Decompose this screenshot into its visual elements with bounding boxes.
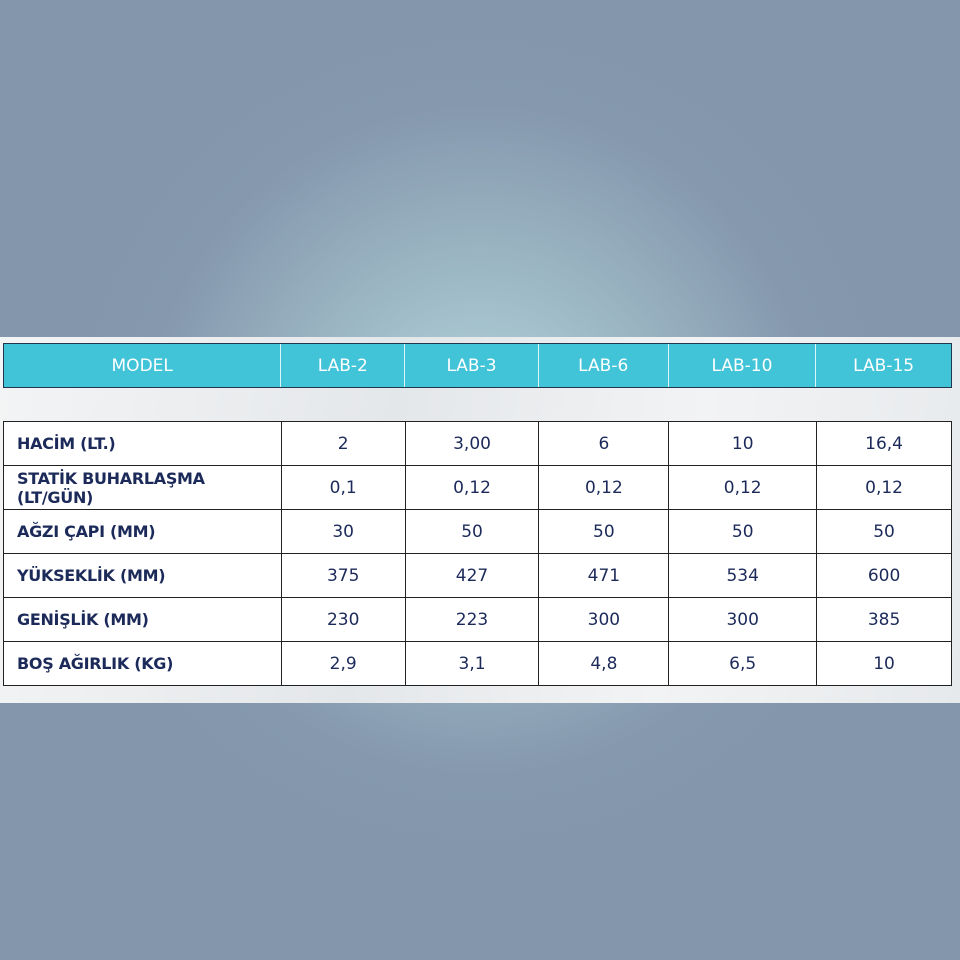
table-cell: 300 [668, 597, 818, 642]
table-cell: 385 [816, 597, 952, 642]
table-cell: 300 [538, 597, 670, 642]
table-cell: 2,9 [280, 641, 406, 686]
table-row: BOŞ AĞIRLIK (KG) 2,9 3,1 4,8 6,5 10 [3, 641, 952, 686]
row-label: GENİŞLİK (MM) [3, 597, 282, 642]
table-row: STATİK BUHARLAŞMA (LT/GÜN) 0,1 0,12 0,12 0,1… [3, 465, 952, 510]
header-model-lab-2: LAB-2 [281, 344, 406, 387]
table-cell: 600 [816, 553, 952, 598]
table-cell: 50 [816, 509, 952, 554]
table-cell: 50 [538, 509, 670, 554]
row-label: STATİK BUHARLAŞMA (LT/GÜN) [3, 465, 282, 510]
row-label: HACİM (LT.) [3, 421, 282, 466]
table-cell: 3,00 [404, 421, 540, 466]
table-cell: 4,8 [538, 641, 670, 686]
table-header: MODEL LAB-2 LAB-3 LAB-6 LAB-10 LAB-15 [3, 343, 952, 388]
table-cell: 230 [280, 597, 406, 642]
header-model-lab-3: LAB-3 [405, 344, 539, 387]
row-label: BOŞ AĞIRLIK (KG) [3, 641, 282, 686]
table-cell: 223 [404, 597, 540, 642]
header-model-lab-10: LAB-10 [669, 344, 817, 387]
table-cell: 30 [280, 509, 406, 554]
spec-table: HACİM (LT.) 2 3,00 6 10 16,4 STATİK BUHARLAŞMA… [3, 421, 952, 686]
table-cell: 534 [668, 553, 818, 598]
table-cell: 0,12 [404, 465, 540, 510]
table-cell: 10 [816, 641, 952, 686]
table-row: YÜKSEKLİK (MM) 375 427 471 534 600 [3, 553, 952, 598]
table-cell: 6 [538, 421, 670, 466]
table-cell: 6,5 [668, 641, 818, 686]
table-cell: 427 [404, 553, 540, 598]
table-cell: 0,12 [538, 465, 670, 510]
table-cell: 375 [280, 553, 406, 598]
header-model-lab-6: LAB-6 [539, 344, 669, 387]
table-cell: 10 [668, 421, 818, 466]
table-row: AĞZI ÇAPI (MM) 30 50 50 50 50 [3, 509, 952, 554]
row-label: YÜKSEKLİK (MM) [3, 553, 282, 598]
table-cell: 3,1 [404, 641, 540, 686]
table-cell: 2 [280, 421, 406, 466]
table-cell: 50 [404, 509, 540, 554]
table-cell: 0,1 [280, 465, 406, 510]
table-cell: 50 [668, 509, 818, 554]
table-cell: 0,12 [668, 465, 818, 510]
row-label: AĞZI ÇAPI (MM) [3, 509, 282, 554]
table-cell: 471 [538, 553, 670, 598]
header-model-label: MODEL [4, 344, 282, 387]
table-cell: 16,4 [816, 421, 952, 466]
header-model-lab-15: LAB-15 [853, 355, 915, 376]
table-row: HACİM (LT.) 2 3,00 6 10 16,4 [3, 421, 952, 466]
table-row: GENİŞLİK (MM) 230 223 300 300 385 [3, 597, 952, 642]
table-cell: 0,12 [816, 465, 952, 510]
